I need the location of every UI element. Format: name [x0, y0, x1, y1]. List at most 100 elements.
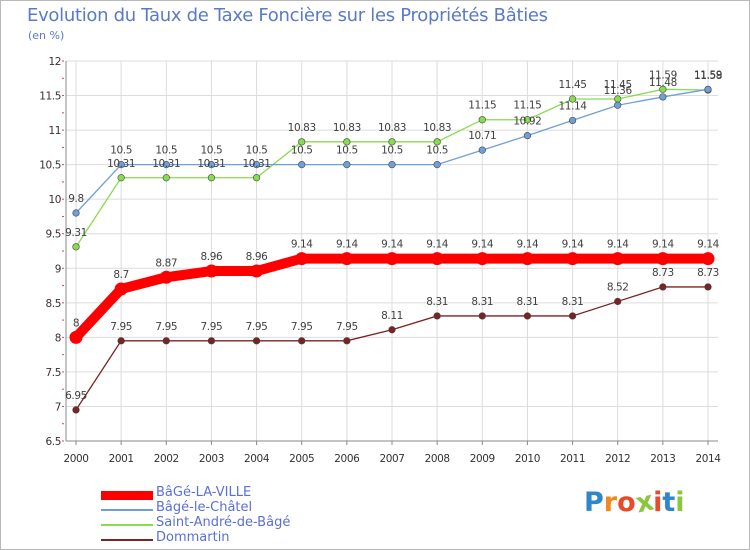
data-label: 10.83 [288, 122, 316, 134]
data-point [614, 101, 622, 109]
data-labels-bage-la-ville: 8 8.7 8.87 8.96 8.96 9.14 9.14 9.14 9.14 9.14 9.14… [73, 239, 720, 330]
data-label: 11.59 [694, 69, 722, 81]
x-tick-label: 2000 [63, 453, 88, 465]
data-label: 10.5 [426, 145, 448, 157]
data-point [478, 116, 486, 124]
data-label: 8 [73, 317, 79, 329]
data-label: 7.95 [110, 321, 132, 333]
data-label: 8.73 [697, 267, 719, 279]
data-label: 9.14 [652, 239, 674, 251]
data-point [343, 337, 351, 345]
data-point [433, 312, 441, 320]
data-label: 8.96 [201, 251, 223, 263]
logo-letter: P [584, 487, 604, 518]
data-label: 8.73 [652, 267, 674, 279]
data-point [252, 161, 261, 169]
data-label: 10.92 [513, 116, 541, 128]
data-label: 6.95 [65, 390, 87, 402]
data-label: 10.31 [197, 158, 225, 170]
data-label: 10.83 [423, 122, 451, 134]
data-label: 10.83 [378, 122, 406, 134]
data-point [298, 138, 306, 146]
data-point [523, 312, 532, 320]
data-point [520, 252, 534, 266]
data-label: 7.95 [336, 321, 358, 333]
data-point [69, 330, 83, 344]
legend-label: Bâgé-le-Châtel [156, 500, 253, 515]
data-label: 11.45 [604, 79, 632, 91]
x-tick-label: 2014 [695, 453, 721, 465]
data-label: 10.5 [291, 145, 313, 157]
legend-label: Dommartin [156, 530, 230, 545]
data-label: 11.15 [513, 100, 541, 112]
data-point [252, 174, 261, 182]
series-dommartin [72, 283, 712, 414]
data-label: 9.14 [336, 239, 358, 251]
data-label: 9.14 [471, 239, 493, 251]
data-label: 10.5 [110, 145, 132, 157]
data-labels-dommartin: 6.95 7.95 7.95 7.95 7.95 7.95 7.95 8.11 8.31 8.31… [65, 267, 719, 402]
data-point [433, 161, 441, 169]
data-label: 9.14 [426, 239, 448, 251]
x-tick-label: 2013 [650, 453, 675, 465]
data-point [162, 174, 170, 182]
grid-lines [66, 60, 718, 442]
data-point [252, 337, 261, 345]
data-point [388, 138, 396, 146]
legend-swatch [101, 509, 153, 511]
x-tick-label: 2004 [244, 453, 270, 465]
data-label: 10.5 [155, 145, 177, 157]
y-tick-label: 9.5 [46, 229, 62, 241]
data-point [568, 116, 577, 125]
data-point [568, 95, 577, 103]
y-tick-label: 8.5 [46, 298, 62, 310]
x-tick-label: 2002 [154, 453, 179, 465]
data-label: 11.15 [468, 100, 496, 112]
data-point [340, 252, 354, 266]
data-label: 11.48 [649, 77, 677, 89]
data-label: 10.31 [152, 158, 180, 170]
data-label: 9.31 [65, 227, 87, 239]
data-label: 8.31 [471, 296, 493, 308]
data-point [523, 116, 532, 124]
legend-swatch [101, 539, 153, 541]
data-label: 9.8 [68, 193, 84, 205]
data-point [430, 252, 444, 266]
y-tick-label: 12 [48, 56, 61, 68]
x-tick-label: 2008 [425, 453, 450, 465]
series-bage-la-ville [69, 252, 715, 344]
x-tick-label: 2003 [199, 453, 224, 465]
data-point [250, 264, 264, 278]
data-label: 11.36 [604, 85, 633, 97]
y-tick-label: 8 [55, 332, 61, 344]
data-point [162, 161, 170, 169]
data-point [656, 252, 670, 266]
y-tick-label: 11 [48, 125, 61, 137]
y-tick-label: 9 [55, 263, 61, 275]
data-label: 10.71 [468, 130, 496, 142]
data-labels-saint-andre-de-bage: 9.31 10.31 10.31 10.31 10.31 10.83 10.83 10.83 1… [65, 69, 722, 239]
data-label: 8.31 [426, 296, 448, 308]
data-point [117, 161, 125, 169]
data-label: 8.7 [113, 269, 129, 281]
data-point [701, 252, 715, 266]
data-point [207, 337, 216, 345]
data-label: 7.95 [246, 321, 268, 333]
y-tick-label: 10.5 [39, 160, 61, 172]
data-point [568, 312, 577, 320]
data-label: 9.14 [291, 239, 313, 251]
series-saint-andre-de-bage [72, 85, 712, 251]
data-label: 11.45 [559, 79, 587, 91]
data-label: 11.14 [559, 100, 588, 112]
data-point [117, 174, 125, 182]
data-point [478, 146, 486, 154]
y-tick-label: 11.5 [39, 91, 61, 103]
data-point [159, 270, 173, 284]
data-point [478, 312, 486, 320]
data-label: 8.11 [381, 310, 403, 322]
data-label: 7.95 [201, 321, 223, 333]
legend-swatch [101, 491, 153, 500]
chart-subtitle: (en %) [28, 29, 65, 42]
data-label: 11.59 [649, 69, 677, 81]
